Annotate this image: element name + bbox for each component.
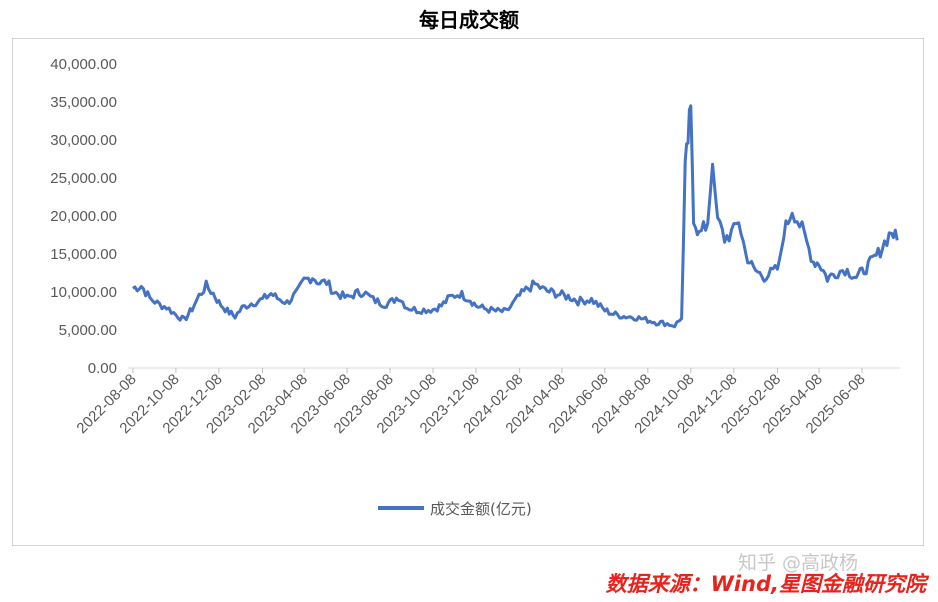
y-axis-ticks: 0.00 5,000.00 10,000.00 15,000.00 20,000.00 2… — [50, 56, 117, 377]
source-note: 数据来源：Wind,星图金融研究院 — [605, 572, 926, 596]
y-tick-label: 5,000.00 — [59, 322, 117, 339]
y-tick-label: 35,000.00 — [50, 94, 117, 111]
y-tick-label: 0.00 — [88, 360, 117, 377]
series-line — [132, 104, 899, 329]
y-tick-label: 10,000.00 — [50, 284, 117, 301]
y-tick-label: 15,000.00 — [50, 246, 117, 263]
legend-label: 成交金额(亿元) — [430, 500, 532, 518]
y-tick-label: 20,000.00 — [50, 208, 117, 225]
y-tick-label: 25,000.00 — [50, 170, 117, 187]
x-axis-ticks: 2022-08-082022-10-082022-12-082023-02-08… — [73, 368, 869, 437]
y-tick-label: 40,000.00 — [50, 56, 117, 73]
legend: 成交金额(亿元) — [378, 500, 532, 518]
y-tick-label: 30,000.00 — [50, 132, 117, 149]
watermark: 知乎 @高政杨 — [738, 552, 859, 574]
chart-frame — [12, 38, 924, 546]
chart-title: 每日成交额 — [419, 8, 519, 32]
